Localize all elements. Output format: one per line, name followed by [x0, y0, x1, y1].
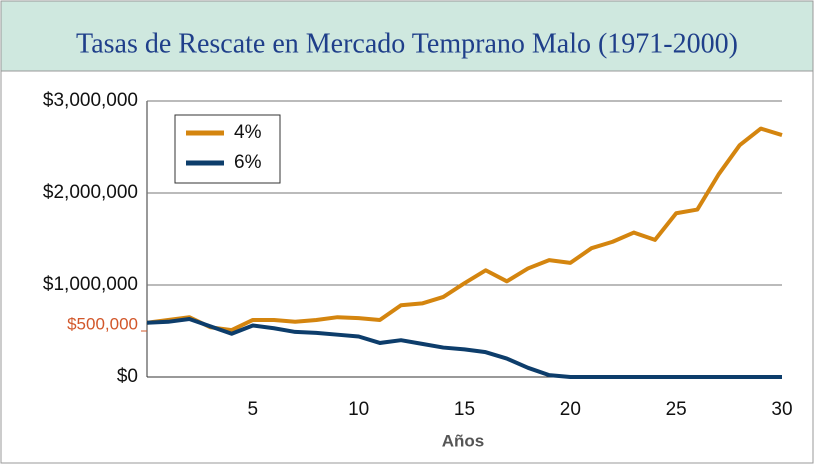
y-tick-label: $1,000,000: [43, 274, 138, 295]
x-tick-label: 5: [248, 399, 259, 420]
title-bar: [0, 0, 814, 72]
x-axis-label: Años: [442, 431, 485, 450]
y-tick-label: $3,000,000: [43, 90, 138, 111]
legend-label: 4%: [234, 122, 262, 143]
x-tick-label: 30: [771, 399, 792, 420]
x-tick-label: 25: [666, 399, 687, 420]
highlight-tick-label: $500,000: [67, 314, 138, 333]
legend-label: 6%: [234, 152, 262, 173]
y-tick-label: $2,000,000: [43, 182, 138, 203]
legend-box: [174, 114, 281, 184]
y-tick-label: $0: [117, 366, 138, 387]
chart-title: Tasas de Rescate en Mercado Temprano Mal…: [76, 28, 738, 59]
x-tick-label: 10: [348, 399, 369, 420]
x-tick-label: 15: [454, 399, 475, 420]
line-series: [146, 126, 783, 333]
line-series: [146, 317, 782, 379]
x-tick-label: 20: [560, 399, 581, 420]
